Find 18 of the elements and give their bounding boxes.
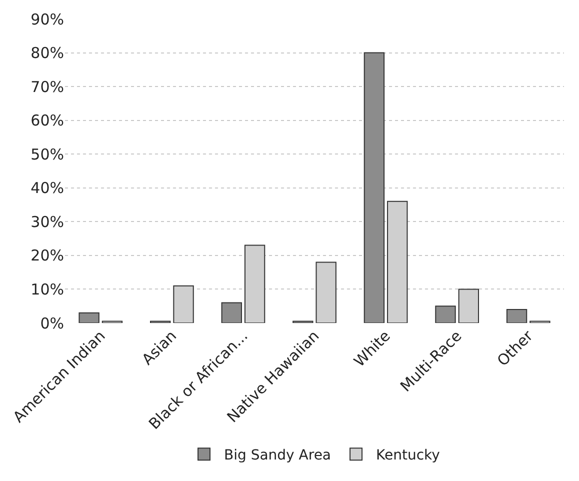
bar <box>173 285 194 323</box>
y-tick-label: 40% <box>30 179 64 198</box>
y-tick-label: 70% <box>30 78 64 96</box>
bar <box>506 308 528 323</box>
bar <box>78 312 100 323</box>
y-tick-label: 50% <box>30 145 64 164</box>
legend-label: Big Sandy Area <box>224 448 332 464</box>
y-tick-label: 30% <box>30 212 64 231</box>
bar <box>221 302 242 323</box>
bar <box>435 306 456 323</box>
y-tick-label: 0% <box>40 314 64 332</box>
y-tick-label: 20% <box>30 246 64 265</box>
y-tick-label: 10% <box>30 280 64 298</box>
bar <box>364 52 385 323</box>
y-tick-label: 90% <box>30 10 64 28</box>
y-tick-label: 80% <box>30 44 64 62</box>
y-tick-label: 60% <box>30 112 64 130</box>
legend-label: Kentucky <box>376 448 440 464</box>
